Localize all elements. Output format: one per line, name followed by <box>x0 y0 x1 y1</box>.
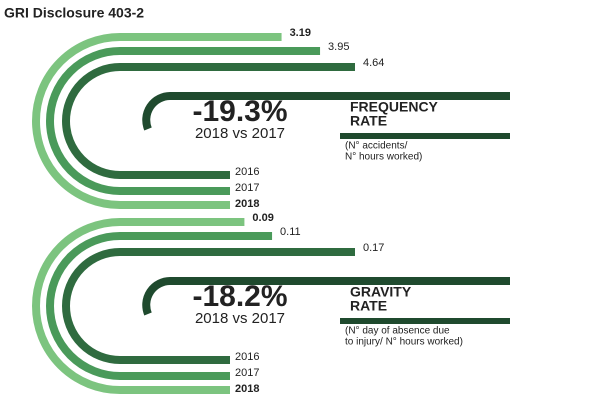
ring <box>142 92 510 131</box>
page-title: GRI Disclosure 403-2 <box>4 5 144 21</box>
metric-name: RATE <box>350 298 387 314</box>
arc-bar <box>46 232 273 380</box>
category-label: 2016 <box>235 166 259 178</box>
value-label: 3.95 <box>328 41 349 53</box>
change-value: -19.3% <box>192 95 287 128</box>
value-label: 3.19 <box>290 27 311 39</box>
category-label: 2017 <box>235 367 259 379</box>
comparison: 2018 vs 2017 <box>195 310 285 327</box>
metric-note: N° hours worked) <box>345 152 422 163</box>
comparison: 2018 vs 2017 <box>195 125 285 142</box>
value-label: 0.17 <box>363 242 384 254</box>
arc-bar <box>62 63 355 179</box>
category-label: 2017 <box>235 182 259 194</box>
metric-name: GRAVITY <box>350 284 412 300</box>
category-label: 2018 <box>235 198 259 210</box>
value-label: 4.64 <box>363 57 384 69</box>
metric-note: (N° accidents/ <box>345 141 408 152</box>
arc-bar <box>62 248 355 364</box>
metric-name: FREQUENCY <box>350 99 439 115</box>
category-label: 2018 <box>235 383 259 395</box>
arc-bar <box>32 33 282 209</box>
metric-note: (N° day of absence due <box>345 326 450 337</box>
change-value: -18.2% <box>192 280 287 313</box>
value-label: 0.09 <box>252 212 273 224</box>
metric-name: RATE <box>350 113 387 129</box>
value-label: 0.11 <box>280 226 301 238</box>
arc-bar <box>32 218 245 394</box>
category-label: 2016 <box>235 351 259 363</box>
ring <box>142 277 510 316</box>
metric-note: to injury/ N° hours worked) <box>345 337 463 348</box>
arc-bar <box>46 47 321 195</box>
